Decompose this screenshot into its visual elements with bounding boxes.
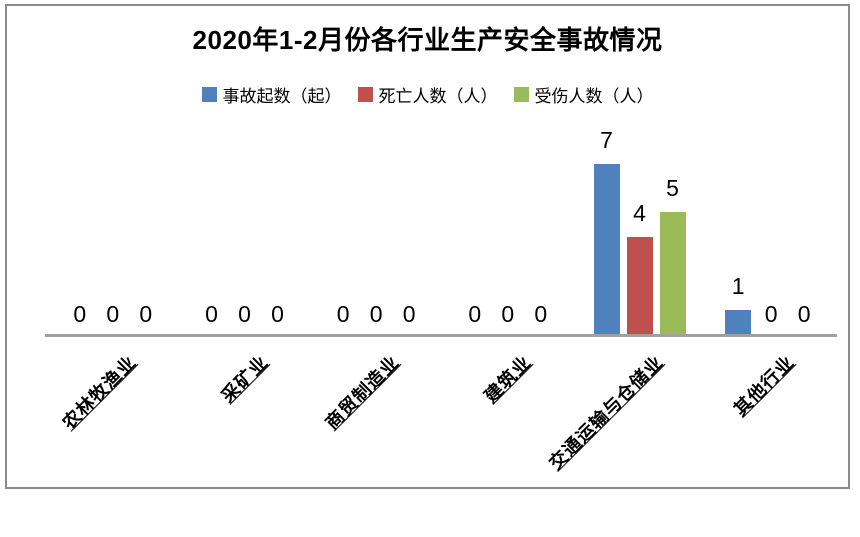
legend-label-injuries: 受伤人数（人） [534,87,654,106]
value-label: 0 [468,301,482,327]
value-label: 1 [731,273,745,299]
bar [626,237,653,334]
value-label: 7 [600,127,613,153]
chart-title: 2020年1-2月份各行业生产安全事故情况 [192,25,663,55]
bar [593,164,620,334]
value-label: 0 [139,301,153,327]
value-label: 0 [797,301,811,327]
legend-label-incidents: 事故起数（起） [222,87,342,106]
bar [725,310,752,334]
value-label: 0 [106,301,120,327]
chart-legend: 事故起数（起） 死亡人数（人） 受伤人数（人） [7,82,848,107]
value-label: 0 [501,301,515,327]
value-label: 0 [238,301,251,327]
legend-item-injuries: 受伤人数（人） [513,82,654,107]
value-label: 5 [666,175,679,201]
value-label: 0 [402,301,416,327]
value-label: 0 [369,301,383,327]
value-label: 0 [764,301,778,327]
value-label: 0 [271,301,284,327]
plot-area: 0 0 0 农林牧渔业 0 0 0 采矿业 0 0 0 商贸制造业 0 0 0 建筑业 7 4 5 交通运输与仓储业 1… [7,6,860,506]
legend-swatch-red-icon [357,87,373,102]
legend-item-incidents: 事故起数（起） [201,82,342,107]
value-label: 0 [534,301,548,327]
legend-item-deaths: 死亡人数（人） [357,82,498,107]
value-label: 0 [205,301,218,327]
value-label: 0 [336,301,350,327]
value-label: 0 [73,301,87,327]
legend-swatch-blue-icon [201,87,217,102]
value-label: 4 [633,200,646,226]
x-axis-line [45,334,837,337]
legend-swatch-green-icon [513,87,529,102]
chart-frame: 2020年1-2月份各行业生产安全事故情况 事故起数（起） 死亡人数（人） 受伤… [5,4,850,489]
legend-label-deaths: 死亡人数（人） [378,87,498,106]
bar [659,212,686,334]
